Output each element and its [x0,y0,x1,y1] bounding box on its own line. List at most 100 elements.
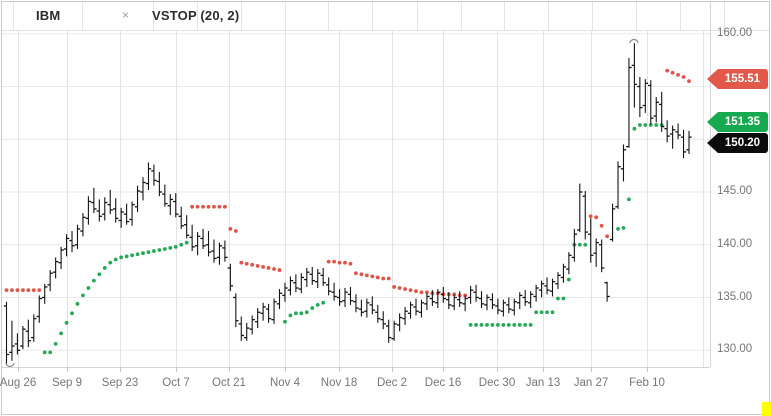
ohlc-bar [178,206,184,229]
vstop-dot [627,197,631,202]
vstop-dot [64,320,69,325]
ohlc-bar [675,123,681,140]
vstop-dot [152,249,156,253]
axis-frame [2,2,711,372]
ohlc-bar [527,291,534,309]
ohlc-bar [282,282,288,302]
ohlc-bar [653,97,659,123]
ohlc-bar [440,286,446,303]
ohlc-bar [582,190,588,240]
ohlc-bar [506,297,512,314]
vstop-dot [20,288,25,293]
ohlc-bar [424,293,430,311]
ohlc-bar [571,228,578,262]
ohlc-bar [435,289,441,309]
ohlc-bar [151,164,157,186]
ohlc-bar [451,294,457,311]
ohlc-bar [74,224,81,249]
vstop-dot [261,265,266,269]
ohlc-bar [495,298,501,315]
time-axis-label: Nov 18 [320,377,358,389]
vstop-dot [512,323,517,327]
vstop-dot [665,68,670,73]
vstop-dot [321,300,326,305]
price-axis-label: 145.00 [717,185,753,197]
vstop-dot [364,273,369,278]
ohlc-bar [375,304,381,323]
ohlc-bar [233,293,239,328]
ohlc-bar [129,201,135,226]
vstop-dot [173,244,178,249]
vstop-dot [48,350,53,355]
vstop-dot [97,272,102,277]
ohlc-bar [249,315,255,335]
ohlc-bar [669,125,676,149]
ohlc-bar [320,267,326,286]
ohlc-bar [347,286,354,305]
ohlc-bar [298,273,305,294]
ohlc-bar [102,197,108,221]
vstop-dot [534,310,539,315]
vstop-dot [179,242,184,247]
ohlc-bar [58,246,64,270]
ohlc-bar [429,290,436,306]
vstop-dot [26,288,31,293]
ohlc-bar [598,239,605,273]
ohlc-bar [211,239,217,263]
ohlc-bar [467,285,474,304]
vstop-dot [468,323,473,327]
ohlc-bar [620,144,627,182]
vstop-dot [343,260,347,265]
vstop-dot [474,323,478,327]
vstop-dot [70,311,74,316]
vstop-dot [130,253,134,258]
vstop-dot [381,276,386,281]
ohlc-bar [353,294,359,313]
vstop-dot [648,123,653,127]
ohlc-bars [3,43,692,366]
ohlc-bar [642,79,649,113]
time-axis-label: Jan 27 [573,377,609,389]
vstop-dot [277,268,282,272]
ohlc-bar [20,325,26,350]
vstop-dot [375,275,380,280]
vstop-dot [206,204,211,209]
vstop-up-price-badge: 151.35 [707,112,768,132]
ohlc-bar [42,283,48,304]
vstop-dot [201,204,205,209]
ohlc-bar [664,120,670,143]
vstop-dot [403,287,407,291]
vstop-dot [397,286,402,290]
ohlc-bar [511,298,517,316]
vstop-dot [556,296,560,301]
vstop-dot [566,277,571,282]
ohlc-bar [522,290,528,306]
vstop-dot [605,234,609,239]
ohlc-bar [533,284,539,302]
ohlc-bar [271,298,277,324]
ohlc-bar [63,234,70,257]
time-axis-label: Sep 23 [101,377,139,389]
ohlc-bar [31,314,37,342]
ohlc-bar [686,130,692,155]
vstop-dot [102,266,107,270]
vstop-dot [485,323,489,327]
highlight-square [762,402,771,416]
ohlc-bar [462,295,468,312]
ohlc-bar [325,277,332,296]
ohlc-bar [167,194,173,216]
ohlc-bar [173,193,179,218]
vstop-dot [616,227,620,231]
ohlc-bar [418,299,425,318]
vstop-dot [266,266,271,270]
vstop-dot [91,278,96,283]
ohlc-bar [287,276,294,296]
vstop-dot [654,123,659,127]
vstop-dot [141,251,145,256]
ohlc-bar [238,316,244,341]
vstop-dot [670,70,675,75]
vstop-dot [108,260,113,265]
ohlc-bar [47,270,53,292]
